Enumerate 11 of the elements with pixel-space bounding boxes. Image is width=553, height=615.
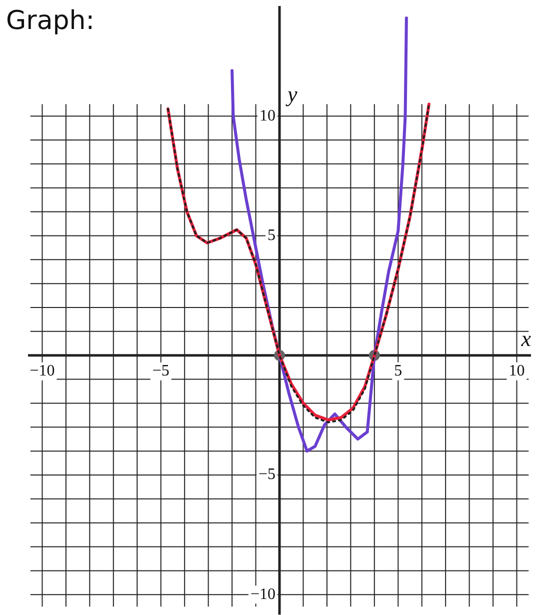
x-tick-label: 5	[394, 362, 402, 380]
x-axis-title: x	[520, 326, 532, 352]
x-tick-label: 10	[508, 362, 525, 380]
y-tick-label: 5	[268, 226, 276, 244]
y-tick-label: −10	[250, 586, 276, 603]
y-tick-label: −5	[258, 466, 276, 484]
chart-title: Graph:	[6, 6, 95, 36]
y-tick-label: 10	[260, 107, 276, 124]
y-axis-title: y	[286, 81, 298, 106]
x-tick-label: −10	[30, 362, 55, 380]
x-tick-label: −5	[152, 362, 170, 380]
